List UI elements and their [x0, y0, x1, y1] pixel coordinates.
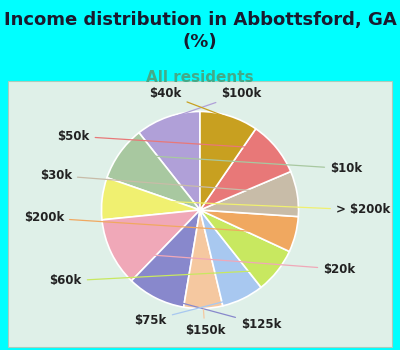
Text: Income distribution in Abbottsford, GA
(%): Income distribution in Abbottsford, GA (… — [4, 10, 396, 51]
Wedge shape — [200, 172, 298, 217]
Wedge shape — [107, 133, 200, 210]
Wedge shape — [200, 112, 256, 210]
Text: $40k: $40k — [149, 87, 226, 117]
Text: $10k: $10k — [124, 154, 362, 175]
Text: $60k: $60k — [50, 270, 273, 287]
Wedge shape — [139, 112, 200, 210]
Wedge shape — [102, 178, 200, 220]
Text: $150k: $150k — [185, 309, 225, 337]
Wedge shape — [132, 210, 200, 307]
Text: $75k: $75k — [135, 298, 240, 327]
Text: All residents: All residents — [146, 70, 254, 85]
Text: $100k: $100k — [171, 87, 262, 118]
Text: $30k: $30k — [40, 169, 292, 194]
Text: > $200k: > $200k — [107, 199, 390, 217]
Text: $125k: $125k — [159, 297, 281, 331]
Wedge shape — [200, 210, 261, 306]
Text: $20k: $20k — [116, 252, 355, 275]
Text: $200k: $200k — [24, 211, 291, 234]
Wedge shape — [184, 210, 223, 308]
Wedge shape — [200, 210, 289, 287]
Wedge shape — [200, 210, 298, 251]
Wedge shape — [102, 210, 200, 281]
Wedge shape — [200, 129, 291, 210]
Text: $50k: $50k — [58, 130, 272, 149]
